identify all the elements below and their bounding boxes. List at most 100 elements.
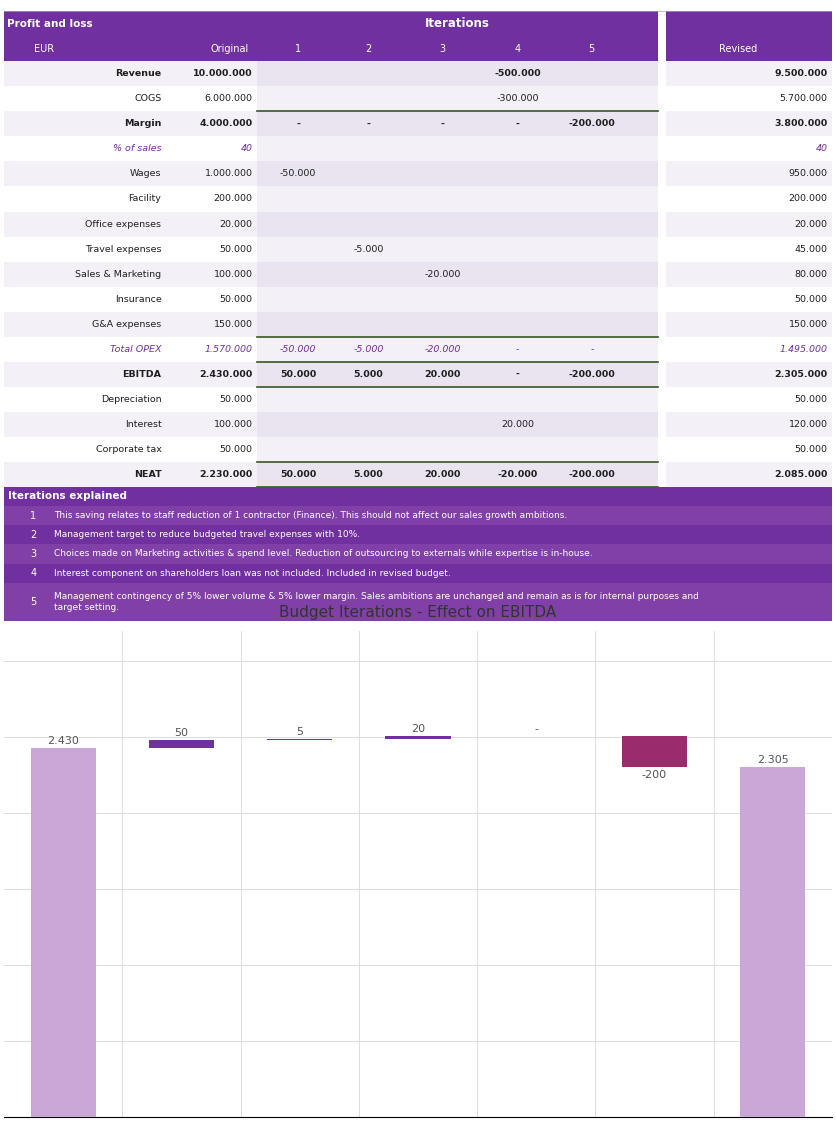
Text: -: - [516, 345, 519, 354]
Bar [4, 136, 257, 162]
Text: -200.000: -200.000 [568, 369, 615, 378]
Bar [4, 337, 257, 362]
Text: Insurance: Insurance [115, 294, 161, 303]
Bar [4, 526, 832, 545]
Text: Corporate tax: Corporate tax [95, 445, 161, 454]
Text: 2.305.000: 2.305.000 [775, 369, 828, 378]
Bar [4, 564, 832, 583]
Text: COGS: COGS [135, 94, 161, 103]
Text: -: - [366, 119, 370, 128]
Bar [257, 162, 658, 186]
Text: 9.500.000: 9.500.000 [775, 70, 828, 79]
Bar [31, 748, 96, 1117]
Text: 950.000: 950.000 [788, 170, 828, 179]
Text: NEAT: NEAT [134, 469, 161, 478]
Bar [4, 462, 257, 487]
Text: 2: 2 [365, 44, 371, 54]
Bar [4, 262, 257, 286]
Text: Management target to reduce budgeted travel expenses with 10%.: Management target to reduce budgeted tra… [54, 530, 360, 539]
Text: 20.000: 20.000 [220, 219, 252, 228]
Text: -20.000: -20.000 [497, 469, 538, 478]
Bar [257, 237, 658, 262]
Bar [666, 237, 832, 262]
Text: 150.000: 150.000 [213, 320, 252, 329]
Text: 50: 50 [175, 728, 189, 738]
Text: 20.000: 20.000 [425, 369, 461, 378]
Bar [666, 36, 832, 62]
Text: 40: 40 [816, 145, 828, 154]
Bar [666, 337, 832, 362]
Text: Travel expenses: Travel expenses [85, 245, 161, 254]
Bar [257, 286, 658, 312]
Bar [257, 62, 658, 86]
Bar [257, 186, 658, 211]
Bar [4, 412, 257, 437]
Title: Budget Iterations - Effect on EBITDA: Budget Iterations - Effect on EBITDA [279, 605, 557, 620]
Text: 2.085.000: 2.085.000 [774, 469, 828, 478]
Text: -5.000: -5.000 [353, 245, 384, 254]
Text: 6.000.000: 6.000.000 [205, 94, 252, 103]
Bar [666, 262, 832, 286]
Bar [4, 36, 257, 62]
Text: -: - [534, 724, 538, 734]
Bar [4, 111, 257, 136]
Text: -: - [296, 119, 300, 128]
Text: 1.570.000: 1.570.000 [205, 345, 252, 354]
Text: 5: 5 [30, 597, 36, 606]
Text: Wages: Wages [130, 170, 161, 179]
Bar [666, 11, 832, 36]
Text: 3: 3 [440, 44, 446, 54]
Text: This saving relates to staff reduction of 1 contractor (Finance). This should no: This saving relates to staff reduction o… [54, 511, 567, 520]
Text: 5.000: 5.000 [354, 369, 383, 378]
Text: 45.000: 45.000 [795, 245, 828, 254]
Bar [4, 437, 257, 462]
Bar [257, 136, 658, 162]
Text: Iterations explained: Iterations explained [8, 492, 127, 502]
Text: Management contingency of 5% lower volume & 5% lower margin. Sales ambitions are: Management contingency of 5% lower volum… [54, 592, 699, 612]
Bar [4, 62, 257, 86]
Bar [257, 362, 658, 386]
Text: -300.000: -300.000 [496, 94, 538, 103]
Text: -500.000: -500.000 [494, 70, 541, 79]
Text: 50.000: 50.000 [220, 445, 252, 454]
Text: EBITDA: EBITDA [122, 369, 161, 378]
Bar [666, 62, 832, 86]
Text: -50.000: -50.000 [280, 170, 316, 179]
Text: 150.000: 150.000 [788, 320, 828, 329]
Text: -20.000: -20.000 [425, 270, 461, 279]
Text: 120.000: 120.000 [788, 420, 828, 429]
Bar [4, 186, 257, 211]
Bar [149, 740, 214, 748]
Text: -200.000: -200.000 [568, 119, 615, 128]
Bar [4, 162, 257, 186]
Text: Choices made on Marketing activities & spend level. Reduction of outsourcing to : Choices made on Marketing activities & s… [54, 549, 593, 558]
Text: 2.305: 2.305 [757, 755, 788, 765]
Bar [666, 162, 832, 186]
Text: 20.000: 20.000 [501, 420, 534, 429]
Text: 80.000: 80.000 [795, 270, 828, 279]
Bar [666, 362, 832, 386]
Text: 1.000.000: 1.000.000 [205, 170, 252, 179]
Bar [4, 211, 257, 237]
Text: 4: 4 [30, 568, 36, 578]
Bar [4, 545, 832, 564]
Text: Interest component on shareholders loan was not included. Included in revised bu: Interest component on shareholders loan … [54, 568, 451, 577]
Text: -50.000: -50.000 [280, 345, 316, 354]
Text: 10.000.000: 10.000.000 [193, 70, 252, 79]
Text: 20.000: 20.000 [425, 469, 461, 478]
Bar [666, 111, 832, 136]
Text: 1.495.000: 1.495.000 [780, 345, 828, 354]
Bar [4, 583, 832, 621]
Text: 50.000: 50.000 [220, 294, 252, 303]
Text: 50.000: 50.000 [280, 469, 316, 478]
Bar [666, 286, 832, 312]
Text: Revised: Revised [719, 44, 757, 54]
Bar [666, 86, 832, 111]
Bar [666, 386, 832, 412]
Text: 200.000: 200.000 [213, 194, 252, 203]
Text: 5: 5 [589, 44, 595, 54]
Text: 3.800.000: 3.800.000 [774, 119, 828, 128]
Text: 100.000: 100.000 [213, 420, 252, 429]
Text: Facility: Facility [129, 194, 161, 203]
Text: 3: 3 [30, 549, 36, 559]
